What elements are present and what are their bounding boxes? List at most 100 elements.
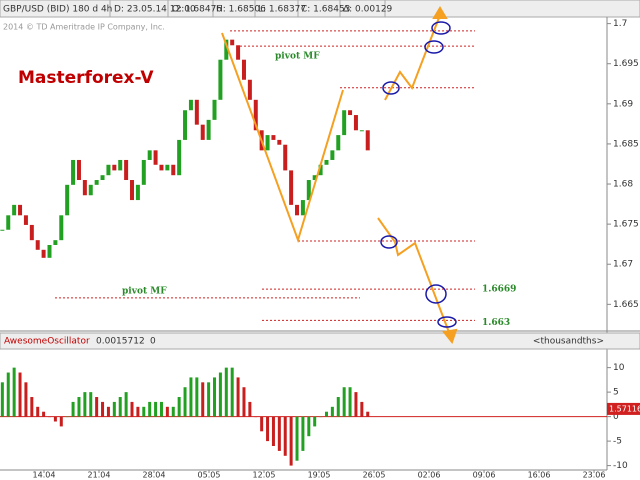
level-label: 1.6669 [482, 285, 516, 295]
oscillator-bar [366, 411, 370, 417]
y-tick-label: 1.665 [613, 300, 639, 310]
oscillator-bar [83, 392, 87, 417]
header-bar [0, 0, 640, 18]
oscillator-bar [48, 416, 52, 418]
oscillator-bar [95, 397, 99, 417]
oscillator-bar [295, 416, 299, 461]
oscillator-bar [165, 406, 169, 417]
candle [241, 59, 246, 80]
y-tick-label: 1.685 [613, 139, 639, 149]
oscillator-bar [53, 416, 57, 422]
oscillator-bar [24, 382, 28, 417]
oscillator-bar [195, 377, 199, 417]
oscillator-bar [189, 377, 193, 417]
oscillator-bar [71, 401, 75, 417]
y-tick-label: 10 [613, 363, 625, 373]
x-tick-label: 19.05 [308, 471, 331, 480]
oscillator-bar [159, 401, 163, 417]
candle [342, 110, 347, 136]
oscillator-bar [136, 406, 140, 417]
candle [41, 249, 46, 258]
oscillator-bar [207, 382, 211, 417]
oscillator-header [0, 332, 640, 350]
candle [29, 224, 34, 241]
x-tick-label: 09.06 [473, 471, 496, 480]
candle [165, 164, 170, 171]
candle [135, 184, 140, 201]
candle [59, 215, 64, 241]
oscillator-bar [213, 377, 217, 417]
candle [247, 79, 252, 100]
candle [206, 119, 211, 140]
oscillator-title: AwesomeOscillator [4, 337, 90, 347]
candle [71, 159, 76, 185]
last-value-tag: 1.57116 [607, 402, 640, 415]
x-tick-label: 02.06 [418, 471, 441, 480]
oscillator-bar [348, 387, 352, 417]
candle [23, 215, 28, 225]
x-tick-label: 21.04 [88, 471, 111, 480]
header-fields [109, 0, 386, 17]
oscillator-bar [330, 406, 334, 417]
y-tick-label: 1.675 [613, 220, 639, 230]
oscillator-bar [313, 416, 317, 427]
oscillator-bar [271, 416, 275, 446]
oscillator-bar [0, 382, 4, 417]
oscillator-bar [324, 411, 328, 417]
symbol: GBP/USD (BID) 180 d 4h [3, 5, 112, 15]
delta: Δ: 0.00129 [343, 5, 393, 15]
candle [53, 240, 58, 245]
candle [289, 170, 294, 205]
y-tick-label: 1.695 [613, 59, 639, 69]
candle [159, 164, 164, 171]
oscillator-bar [154, 401, 158, 417]
oscillator-bar [218, 372, 222, 417]
oscillator-bar [30, 397, 34, 417]
close: C: 1.68453 [301, 5, 350, 15]
oscillator-bar [124, 392, 128, 417]
oscillator-bar [177, 397, 181, 417]
oscillator-bar [254, 416, 258, 418]
candle [118, 159, 123, 171]
oscillator-bar [171, 406, 175, 417]
candle [183, 110, 188, 140]
level-label: 1.663 [482, 318, 510, 328]
oscillator-units: <thousandths> [533, 337, 604, 347]
candle [330, 150, 335, 160]
oscillator-bar [130, 401, 134, 417]
oscillator-bar [201, 382, 205, 417]
candle [230, 39, 235, 46]
candle [171, 164, 176, 176]
y-tick-label: 1.7 [613, 19, 627, 29]
candle [200, 124, 205, 140]
candle [76, 159, 81, 181]
candle [88, 184, 93, 196]
x-tick-label: 12.05 [253, 471, 276, 480]
candle [177, 139, 182, 176]
candle [324, 159, 329, 165]
annotation: pivot MF [122, 287, 167, 297]
oscillator-bar [354, 392, 358, 417]
oscillator-bar [342, 387, 346, 417]
candle [253, 99, 258, 131]
oscillator-shift: 0 [150, 337, 156, 347]
candle [124, 159, 129, 181]
candle [100, 175, 105, 181]
oscillator-bar [236, 377, 240, 417]
candle [35, 240, 40, 250]
candle [194, 99, 199, 125]
oscillator-bar [230, 367, 234, 417]
candle [271, 135, 276, 140]
candle [218, 59, 223, 100]
candle [112, 164, 117, 171]
oscillator-bar [6, 372, 10, 417]
candle [365, 130, 370, 151]
plot: 1.7 1.695 1.69 1.685 1.68 1.675 1.67 1.665 1.666… [0, 19, 640, 480]
oscillator-bar [12, 367, 16, 417]
oscillator-bar [112, 401, 116, 417]
candle [265, 135, 270, 151]
y-tick-label: -10 [613, 461, 628, 471]
oscillator-bar [148, 401, 152, 417]
x-tick-label: 05.05 [198, 471, 221, 480]
